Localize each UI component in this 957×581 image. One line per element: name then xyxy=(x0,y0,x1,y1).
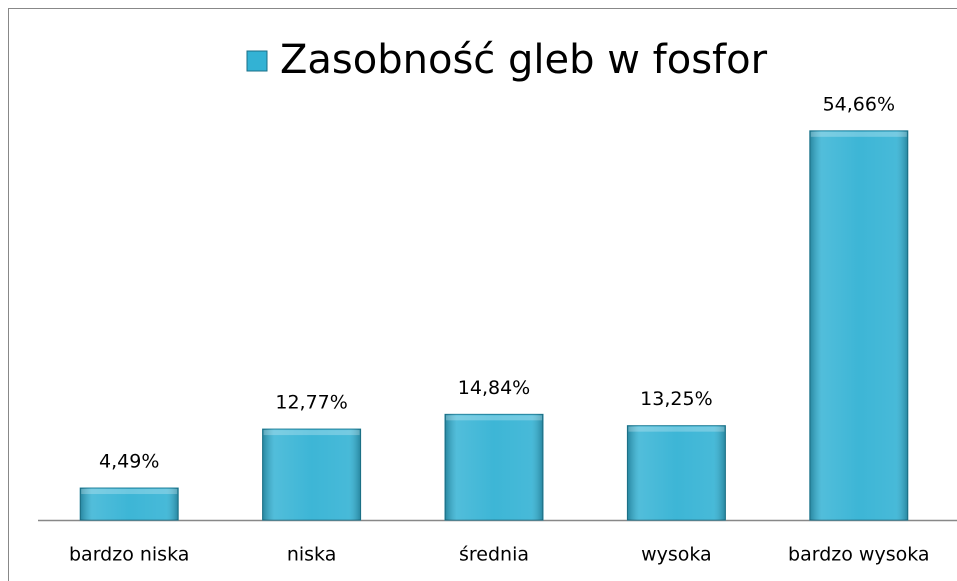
value-label: 14,84% xyxy=(458,377,530,399)
x-tick-label: średnia xyxy=(459,544,529,566)
bar-shine xyxy=(80,488,179,520)
chart-frame xyxy=(8,8,957,581)
bar-shine xyxy=(445,414,543,520)
x-tick-label: bardzo niska xyxy=(69,544,189,566)
x-tick-label: niska xyxy=(287,544,337,566)
value-label: 54,66% xyxy=(823,93,895,115)
bar-shine xyxy=(262,429,361,520)
legend-swatch xyxy=(246,50,268,72)
bar-top xyxy=(628,426,725,432)
value-label: 13,25% xyxy=(640,388,712,410)
bar-top xyxy=(81,489,178,495)
bar-shine xyxy=(809,130,908,520)
legend-label: Zasobność gleb w fosfor xyxy=(280,37,768,83)
bar-top xyxy=(446,415,542,421)
value-label: 12,77% xyxy=(275,392,347,414)
bar-top xyxy=(263,430,360,436)
x-tick-label: wysoka xyxy=(641,544,712,566)
x-tick-label: bardzo wysoka xyxy=(788,544,930,566)
bar-shine xyxy=(627,425,726,520)
bar-top xyxy=(810,131,907,137)
value-label: 4,49% xyxy=(99,451,159,473)
